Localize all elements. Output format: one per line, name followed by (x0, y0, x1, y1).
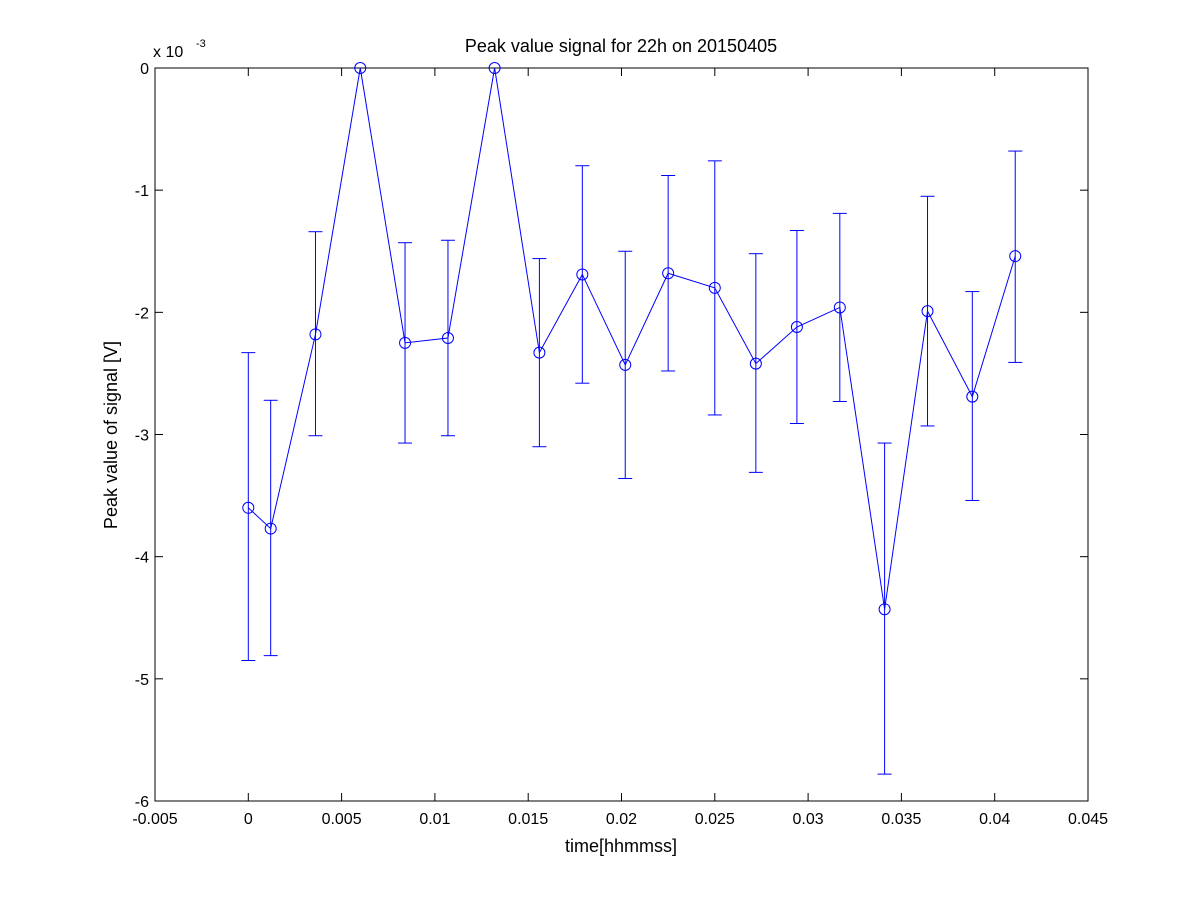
x-tick-label: 0.035 (881, 811, 921, 828)
y-tick-label: -1 (135, 183, 149, 200)
x-tick-label: 0.03 (793, 811, 824, 828)
data-point-marker (488, 62, 501, 74)
data-point-marker (242, 501, 255, 514)
x-tick-label: 0.01 (419, 811, 450, 828)
y-axis: -6 -5 -4 -3 -2 -1 0 (135, 61, 1088, 811)
data-point-marker (399, 336, 412, 349)
data-point-marker (833, 301, 846, 314)
x-tick-label: 0.025 (695, 811, 735, 828)
y-tick-label: -4 (135, 550, 149, 567)
data-point-marker (441, 331, 454, 344)
y-multiplier-label: x 10 (153, 44, 183, 61)
data-point-marker (533, 346, 546, 359)
x-axis: -0.005 0 0.005 0.01 0.015 0.02 0.025 0.03 0.035 0… (132, 68, 1108, 828)
x-tick-label: 0.045 (1068, 811, 1108, 828)
data-point-marker (1009, 250, 1022, 263)
x-tick-label: 0.005 (322, 811, 362, 828)
data-point-marker (878, 603, 891, 616)
data-point-marker (790, 320, 803, 333)
data-point-marker (264, 522, 277, 535)
y-tick-label: -3 (135, 428, 149, 445)
x-tick-label: 0.04 (979, 811, 1010, 828)
data-markers (242, 62, 1022, 616)
series-line (247, 67, 1016, 610)
x-axis-label: time[hhmmss] (565, 836, 677, 856)
x-tick-label: 0 (244, 811, 253, 828)
data-point-marker (576, 268, 589, 281)
x-tick-label: 0.02 (606, 811, 637, 828)
y-tick-label: -2 (135, 305, 149, 322)
y-tick-label: 0 (140, 61, 149, 78)
x-tick-label: 0.015 (508, 811, 548, 828)
y-tick-label: -6 (135, 794, 149, 811)
data-point-marker (921, 305, 934, 318)
data-point-marker (354, 62, 367, 74)
data-point-marker (749, 357, 762, 370)
data-point-marker (708, 281, 721, 294)
data-point-marker (662, 267, 675, 280)
data-point-marker (966, 390, 979, 403)
y-tick-label: -5 (135, 672, 149, 689)
data-point-marker (619, 358, 632, 371)
plot-area (154, 67, 1089, 802)
data-point-marker (309, 328, 322, 341)
y-axis-label: Peak value of signal [V] (101, 341, 121, 529)
chart-title: Peak value signal for 22h on 20150405 (465, 36, 777, 56)
y-multiplier-exponent: -3 (196, 38, 206, 50)
x-tick-label: -0.005 (132, 811, 177, 828)
